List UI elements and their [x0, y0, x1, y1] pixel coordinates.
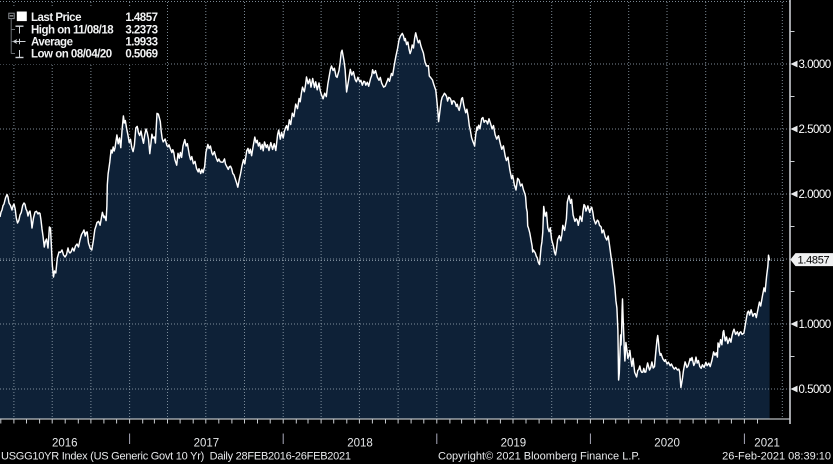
- svg-text:USGG10YR Index (US Generic Gov: USGG10YR Index (US Generic Govt 10 Yr) D…: [1, 451, 351, 463]
- svg-text:2017: 2017: [194, 438, 220, 450]
- svg-text:3.2373: 3.2373: [125, 24, 157, 36]
- svg-text:0.5069: 0.5069: [125, 48, 157, 60]
- svg-text:0.5000: 0.5000: [799, 384, 831, 396]
- svg-text:Last Price: Last Price: [31, 12, 81, 24]
- svg-text:2021: 2021: [754, 438, 780, 450]
- svg-text:2019: 2019: [501, 438, 527, 450]
- svg-text:2.0000: 2.0000: [799, 189, 831, 201]
- svg-text:1.0000: 1.0000: [799, 319, 831, 331]
- svg-text:2016: 2016: [52, 438, 78, 450]
- svg-text:1.9933: 1.9933: [125, 36, 157, 48]
- svg-text:2.5000: 2.5000: [799, 124, 831, 136]
- svg-text:3.0000: 3.0000: [799, 59, 831, 71]
- svg-text:2018: 2018: [347, 438, 373, 450]
- svg-text:1.4857: 1.4857: [798, 255, 830, 267]
- svg-text:26-Feb-2021 08:39:10: 26-Feb-2021 08:39:10: [722, 451, 831, 463]
- svg-text:Copyright© 2021 Bloomberg Fina: Copyright© 2021 Bloomberg Finance L.P.: [438, 451, 640, 463]
- svg-text:1.4857: 1.4857: [125, 12, 157, 24]
- svg-text:2020: 2020: [654, 438, 680, 450]
- svg-text:Average: Average: [31, 36, 73, 48]
- svg-text:High on 11/08/18: High on 11/08/18: [31, 24, 114, 36]
- svg-text:Low on 08/04/20: Low on 08/04/20: [31, 48, 112, 60]
